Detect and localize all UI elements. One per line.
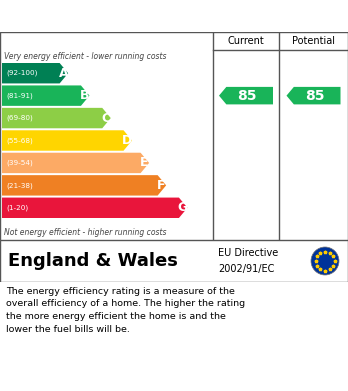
Text: (92-100): (92-100) <box>6 70 37 77</box>
Text: E: E <box>140 156 149 169</box>
Text: Very energy efficient - lower running costs: Very energy efficient - lower running co… <box>4 52 166 61</box>
Text: Not energy efficient - higher running costs: Not energy efficient - higher running co… <box>4 228 166 237</box>
Polygon shape <box>2 63 68 83</box>
Text: Energy Efficiency Rating: Energy Efficiency Rating <box>8 9 218 23</box>
Text: C: C <box>102 111 111 125</box>
Text: A: A <box>59 67 68 80</box>
Text: (21-38): (21-38) <box>6 182 33 188</box>
Polygon shape <box>2 175 166 196</box>
Polygon shape <box>286 87 340 104</box>
Text: D: D <box>122 134 133 147</box>
Polygon shape <box>2 130 132 151</box>
Text: (39-54): (39-54) <box>6 160 33 166</box>
Text: G: G <box>177 201 188 214</box>
Text: B: B <box>80 89 89 102</box>
Polygon shape <box>2 108 111 128</box>
Text: Potential: Potential <box>292 36 335 46</box>
Text: Current: Current <box>228 36 264 46</box>
Text: F: F <box>157 179 166 192</box>
Text: (69-80): (69-80) <box>6 115 33 121</box>
Text: 85: 85 <box>305 89 324 103</box>
Text: 85: 85 <box>237 89 257 103</box>
Polygon shape <box>2 153 149 173</box>
Text: (81-91): (81-91) <box>6 92 33 99</box>
Polygon shape <box>2 197 188 218</box>
Polygon shape <box>219 87 273 104</box>
Polygon shape <box>2 85 89 106</box>
Circle shape <box>311 247 339 275</box>
Text: The energy efficiency rating is a measure of the
overall efficiency of a home. T: The energy efficiency rating is a measur… <box>6 287 245 334</box>
Text: 2002/91/EC: 2002/91/EC <box>218 264 274 274</box>
Text: (1-20): (1-20) <box>6 204 28 211</box>
Text: EU Directive: EU Directive <box>218 248 278 258</box>
Text: (55-68): (55-68) <box>6 137 33 144</box>
Text: England & Wales: England & Wales <box>8 252 178 270</box>
